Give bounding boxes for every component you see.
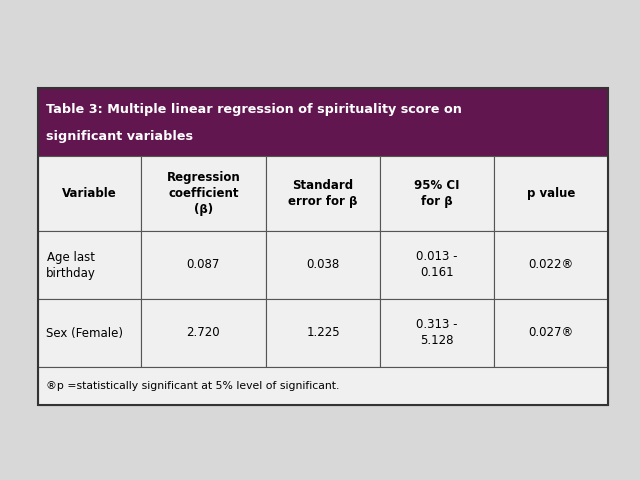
Text: ®p =statistically significant at 5% level of significant.: ®p =statistically significant at 5% leve… xyxy=(46,381,339,391)
Text: 2.720: 2.720 xyxy=(186,326,220,339)
Text: Age last
birthday: Age last birthday xyxy=(46,251,96,279)
Text: Sex (Female): Sex (Female) xyxy=(46,326,123,339)
FancyBboxPatch shape xyxy=(494,231,608,299)
FancyBboxPatch shape xyxy=(141,299,266,367)
Text: Table 3: Multiple linear regression of spirituality score on: Table 3: Multiple linear regression of s… xyxy=(46,103,462,116)
Text: Standard
error for β: Standard error for β xyxy=(288,179,358,208)
FancyBboxPatch shape xyxy=(38,88,608,156)
FancyBboxPatch shape xyxy=(380,299,494,367)
FancyBboxPatch shape xyxy=(38,156,141,231)
Text: Variable: Variable xyxy=(62,187,116,200)
Text: p value: p value xyxy=(527,187,575,200)
Text: 0.313 -
5.128: 0.313 - 5.128 xyxy=(416,319,458,348)
FancyBboxPatch shape xyxy=(38,299,141,367)
Text: 0.013 -
0.161: 0.013 - 0.161 xyxy=(416,251,458,279)
Text: 0.087: 0.087 xyxy=(187,259,220,272)
FancyBboxPatch shape xyxy=(380,156,494,231)
FancyBboxPatch shape xyxy=(266,156,380,231)
FancyBboxPatch shape xyxy=(380,231,494,299)
Text: 0.022®: 0.022® xyxy=(529,259,573,272)
FancyBboxPatch shape xyxy=(38,367,608,405)
Text: 1.225: 1.225 xyxy=(306,326,340,339)
FancyBboxPatch shape xyxy=(494,299,608,367)
FancyBboxPatch shape xyxy=(141,156,266,231)
Text: significant variables: significant variables xyxy=(46,131,193,144)
FancyBboxPatch shape xyxy=(141,231,266,299)
Text: 95% CI
for β: 95% CI for β xyxy=(414,179,460,208)
Text: Regression
coefficient
(β): Regression coefficient (β) xyxy=(166,171,240,216)
FancyBboxPatch shape xyxy=(38,231,141,299)
FancyBboxPatch shape xyxy=(266,231,380,299)
Text: 0.027®: 0.027® xyxy=(529,326,573,339)
FancyBboxPatch shape xyxy=(266,299,380,367)
Text: 0.038: 0.038 xyxy=(307,259,340,272)
FancyBboxPatch shape xyxy=(494,156,608,231)
